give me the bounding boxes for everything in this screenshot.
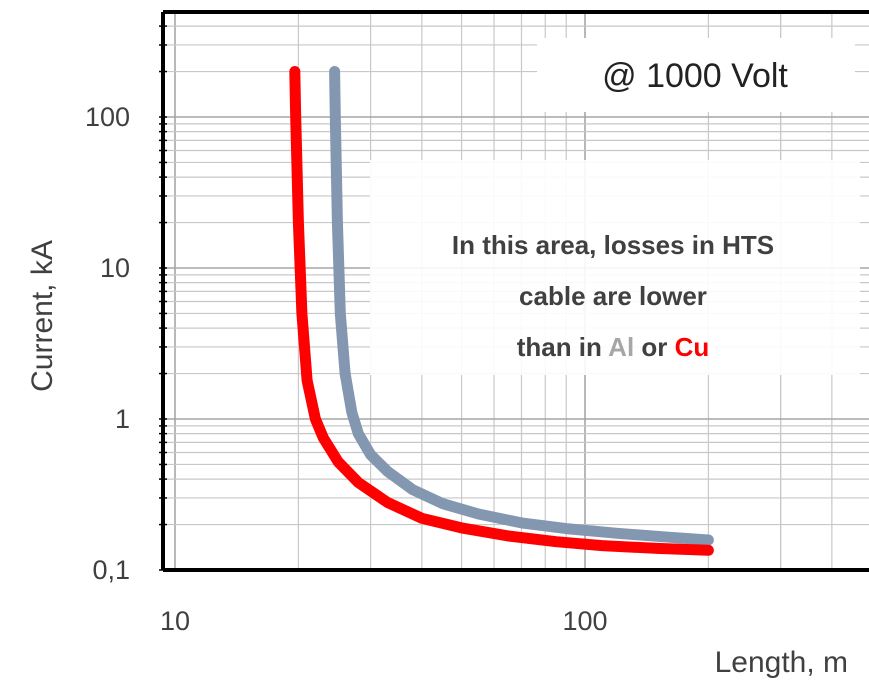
axes <box>159 10 869 572</box>
note-line-1: In this area, losses in HTS <box>452 230 774 260</box>
note-box <box>370 160 860 375</box>
series-layer <box>289 66 714 556</box>
y-tick-label: 100 <box>85 102 130 132</box>
note-line-3-mid: or <box>634 332 674 362</box>
note-cu-word: Cu <box>675 332 710 362</box>
x-tick-label: 10 <box>160 606 190 636</box>
note-line-2: cable are lower <box>519 281 707 311</box>
x-axis-title: Length, m <box>715 646 848 679</box>
x-tick-label: 100 <box>562 606 607 636</box>
note-line-3: than in Al or Cu <box>517 332 710 362</box>
y-axis-title: Current, kA <box>26 240 59 392</box>
note-line-3-prefix: than in <box>517 332 608 362</box>
series-al-line <box>329 66 714 546</box>
annotation-text: @ 1000 Volt <box>602 57 788 95</box>
y-tick-label: 0,1 <box>92 555 130 585</box>
y-tick-label: 1 <box>115 404 130 434</box>
tick-labels: 0,1 1 10 100 10 100 <box>85 102 608 636</box>
series-cu-line <box>289 66 714 556</box>
annotation-box <box>537 38 855 112</box>
note-al-word: Al <box>608 332 634 362</box>
y-tick-label: 10 <box>100 253 130 283</box>
